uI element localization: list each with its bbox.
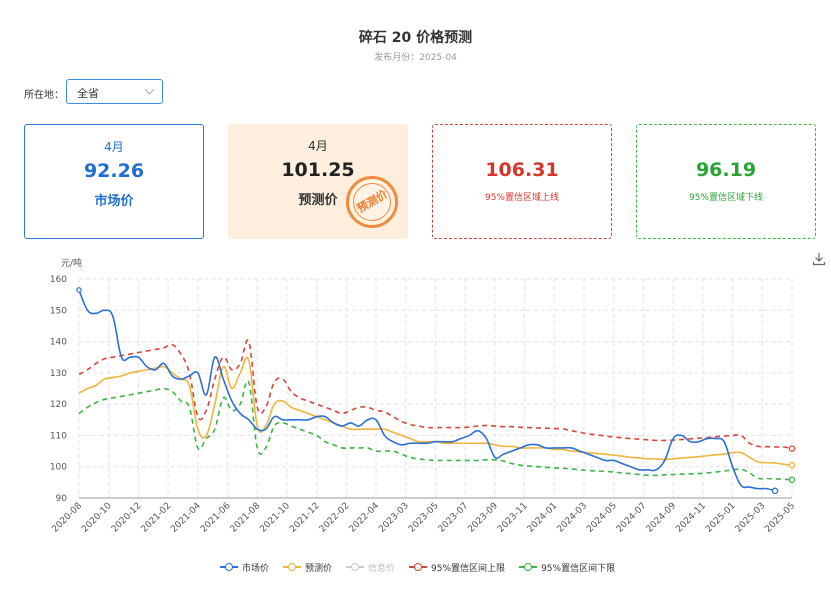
location-value: 全省 bbox=[77, 87, 99, 100]
x-tick-label: 2021-06 bbox=[199, 501, 233, 535]
y-tick-label: 150 bbox=[50, 306, 67, 316]
x-tick-label: 2023-11 bbox=[496, 501, 530, 535]
market-price-value: 92.26 bbox=[83, 160, 145, 182]
x-tick-label: 2023-03 bbox=[377, 501, 411, 535]
forecast-stamp-icon: 预测价 bbox=[346, 176, 398, 228]
start-point-market bbox=[76, 287, 82, 293]
x-tick-label: 2020-12 bbox=[110, 501, 144, 535]
price-line-chart: 901001101201301401501602020-082020-10202… bbox=[50, 275, 797, 535]
forecast-price-label: 预测价 bbox=[298, 193, 338, 208]
end-point-forecast bbox=[788, 461, 796, 469]
x-tick-label: 2024-01 bbox=[526, 501, 560, 535]
x-tick-label: 2021-04 bbox=[169, 501, 203, 535]
market-price-card: 4月 92.26 市场价 bbox=[24, 124, 204, 239]
x-tick-label: 2024-03 bbox=[555, 501, 589, 535]
x-tick-label: 2022-02 bbox=[318, 501, 352, 535]
market-price-label: 市场价 bbox=[94, 194, 134, 209]
legend-item-info[interactable]: 信息价 bbox=[346, 560, 395, 574]
lower-bound-value: 96.19 bbox=[695, 159, 757, 181]
page-title: 碎石 20 价格预测 bbox=[358, 30, 473, 46]
location-select[interactable]: 全省 bbox=[66, 79, 163, 104]
x-tick-label: 2025-03 bbox=[734, 501, 768, 535]
x-tick-label: 2025-05 bbox=[763, 501, 797, 535]
x-tick-label: 2022-04 bbox=[348, 501, 382, 535]
x-tick-label: 2021-10 bbox=[258, 501, 292, 535]
x-tick-label: 2024-09 bbox=[645, 501, 679, 535]
card-month: 4月 bbox=[308, 139, 328, 153]
x-tick-label: 2020-10 bbox=[80, 501, 114, 535]
x-tick-label: 2021-12 bbox=[288, 501, 322, 535]
publish-month: 发布月份：2025-04 bbox=[374, 53, 457, 63]
x-tick-label: 2024-07 bbox=[615, 501, 649, 535]
chevron-down-icon bbox=[144, 84, 155, 95]
y-tick-label: 110 bbox=[50, 431, 67, 441]
chart-legend: 市场价 预测价 信息价 95%置信区间上限 95%置信区间下限 bbox=[220, 560, 615, 574]
upper-bound-card: 106.31 95%置信区域上线 bbox=[432, 124, 612, 239]
legend-item-forecast[interactable]: 预测价 bbox=[283, 560, 332, 574]
x-tick-label: 2023-05 bbox=[407, 501, 441, 535]
series-line-market bbox=[78, 289, 776, 492]
y-tick-label: 100 bbox=[50, 463, 67, 473]
y-tick-label: 120 bbox=[50, 400, 67, 410]
upper-bound-label: 95%置信区域上线 bbox=[484, 193, 559, 203]
card-month: 4月 bbox=[104, 140, 124, 154]
y-tick-label: 130 bbox=[50, 369, 67, 379]
upper-bound-value: 106.31 bbox=[485, 159, 559, 181]
x-tick-label: 2025-01 bbox=[704, 501, 738, 535]
y-tick-label: 140 bbox=[50, 338, 67, 348]
x-tick-label: 2024-05 bbox=[585, 501, 619, 535]
x-tick-label: 2024-11 bbox=[674, 501, 708, 535]
x-tick-label: 2021-02 bbox=[140, 501, 174, 535]
x-tick-label: 2023-07 bbox=[437, 501, 471, 535]
forecast-price-value: 101.25 bbox=[281, 159, 355, 181]
end-point-market bbox=[771, 487, 779, 495]
series-line-lower bbox=[78, 379, 793, 481]
download-icon[interactable] bbox=[812, 252, 826, 266]
y-axis-unit: 元/吨 bbox=[61, 259, 83, 269]
legend-item-lower[interactable]: 95%置信区间下限 bbox=[519, 560, 615, 574]
x-tick-label: 2020-08 bbox=[50, 501, 84, 535]
lower-bound-label: 95%置信区域下线 bbox=[688, 193, 763, 203]
forecast-price-card: 4月 101.25 预测价 预测价 bbox=[228, 124, 408, 239]
legend-item-market[interactable]: 市场价 bbox=[220, 560, 269, 574]
x-tick-label: 2021-08 bbox=[229, 501, 263, 535]
y-tick-label: 160 bbox=[50, 275, 67, 285]
y-tick-label: 90 bbox=[56, 494, 68, 504]
end-point-upper bbox=[788, 445, 796, 452]
location-label: 所在地： bbox=[24, 90, 64, 101]
x-tick-label: 2023-09 bbox=[466, 501, 500, 535]
lower-bound-card: 96.19 95%置信区域下线 bbox=[636, 124, 816, 239]
end-point-lower bbox=[788, 476, 796, 484]
legend-item-upper[interactable]: 95%置信区间上限 bbox=[409, 560, 505, 574]
